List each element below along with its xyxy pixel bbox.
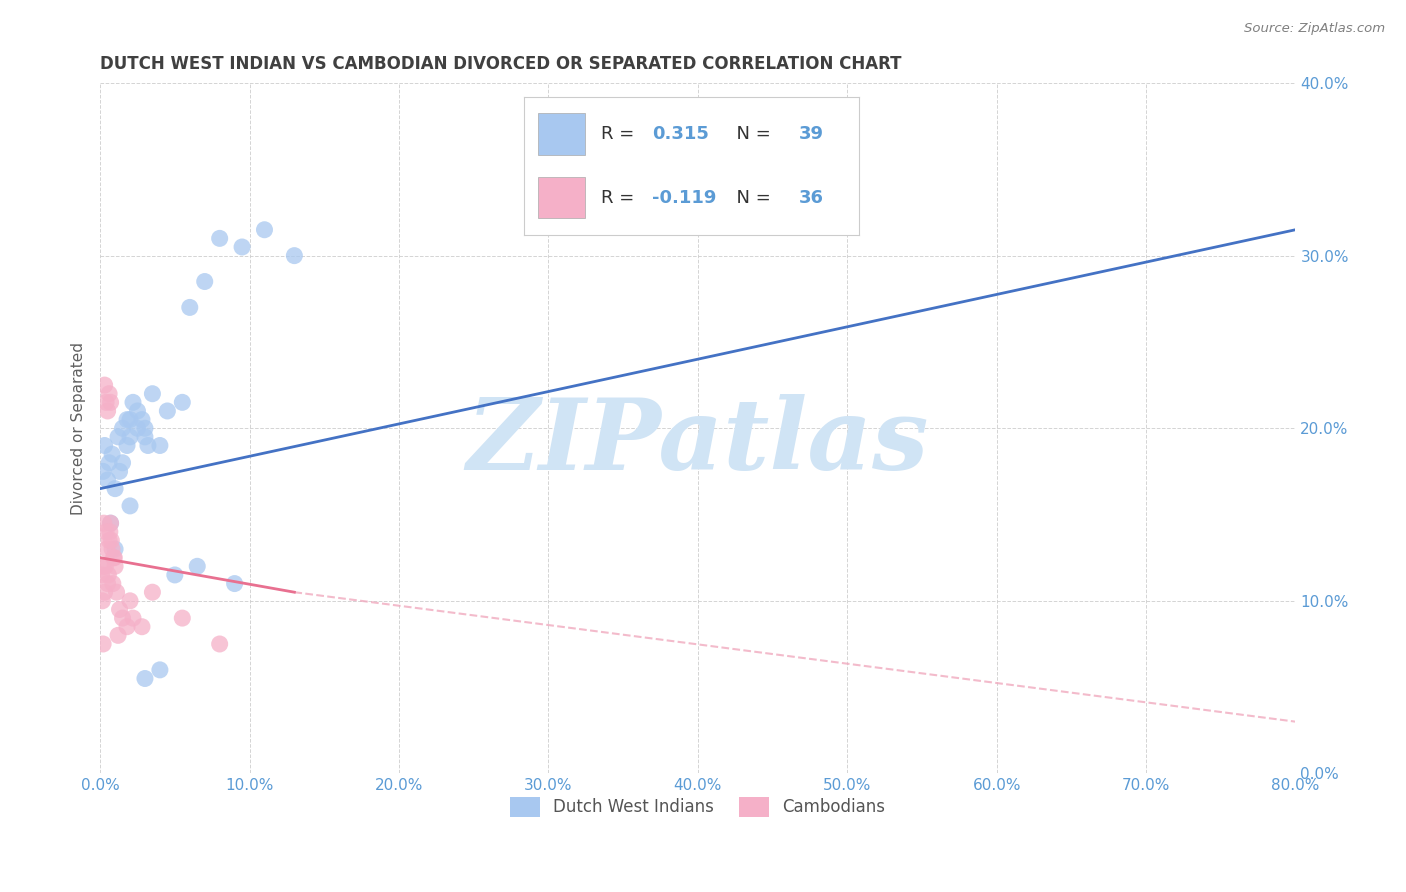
Point: [208, 231, 231, 245]
Point: [103, 550, 125, 565]
Point: [97, 576, 120, 591]
Point: [93, 585, 115, 599]
Point: [149, 438, 172, 452]
Point: [141, 386, 163, 401]
Point: [253, 223, 276, 237]
Point: [107, 628, 129, 642]
Point: [179, 301, 201, 315]
Point: [122, 611, 145, 625]
Point: [115, 412, 138, 426]
Point: [104, 482, 127, 496]
Point: [98, 524, 121, 539]
Point: [93, 378, 115, 392]
Text: Source: ZipAtlas.com: Source: ZipAtlas.com: [1244, 22, 1385, 36]
Point: [103, 550, 125, 565]
Point: [105, 585, 128, 599]
Point: [118, 412, 141, 426]
Point: [134, 672, 156, 686]
Point: [131, 412, 153, 426]
Point: [101, 576, 124, 591]
Point: [127, 404, 149, 418]
Point: [131, 620, 153, 634]
Point: [122, 395, 145, 409]
Point: [118, 594, 141, 608]
Point: [94, 524, 117, 539]
Y-axis label: Divorced or Separated: Divorced or Separated: [72, 342, 86, 515]
Point: [194, 275, 217, 289]
Point: [127, 421, 149, 435]
Point: [97, 404, 120, 418]
Point: [98, 386, 121, 401]
Point: [104, 559, 127, 574]
Point: [108, 464, 131, 478]
Point: [94, 395, 117, 409]
Point: [108, 602, 131, 616]
Point: [156, 404, 179, 418]
Point: [90, 568, 112, 582]
Point: [98, 456, 121, 470]
Point: [283, 249, 305, 263]
Point: [97, 568, 120, 582]
Point: [91, 637, 114, 651]
Point: [100, 395, 122, 409]
Point: [97, 473, 120, 487]
Point: [100, 533, 122, 548]
Point: [91, 594, 114, 608]
Point: [101, 447, 124, 461]
Point: [101, 542, 124, 557]
Point: [111, 421, 134, 435]
Point: [93, 516, 115, 531]
Point: [96, 542, 118, 557]
Point: [98, 533, 121, 548]
Point: [231, 240, 253, 254]
Point: [134, 430, 156, 444]
Point: [93, 438, 115, 452]
Point: [134, 421, 156, 435]
Point: [186, 559, 208, 574]
Point: [111, 456, 134, 470]
Point: [115, 620, 138, 634]
Point: [149, 663, 172, 677]
Point: [118, 430, 141, 444]
Text: ZIPatlas: ZIPatlas: [467, 393, 929, 491]
Point: [208, 637, 231, 651]
Point: [111, 611, 134, 625]
Point: [224, 576, 246, 591]
Point: [100, 516, 122, 531]
Point: [172, 611, 194, 625]
Point: [118, 499, 141, 513]
Point: [107, 430, 129, 444]
Point: [100, 516, 122, 531]
Point: [136, 438, 159, 452]
Point: [91, 464, 114, 478]
Point: [94, 559, 117, 574]
Point: [163, 568, 186, 582]
Text: DUTCH WEST INDIAN VS CAMBODIAN DIVORCED OR SEPARATED CORRELATION CHART: DUTCH WEST INDIAN VS CAMBODIAN DIVORCED …: [100, 55, 901, 73]
Point: [104, 542, 127, 557]
Point: [91, 559, 114, 574]
Point: [141, 585, 163, 599]
Point: [172, 395, 194, 409]
Point: [115, 438, 138, 452]
Legend: Dutch West Indians, Cambodians: Dutch West Indians, Cambodians: [503, 790, 893, 824]
